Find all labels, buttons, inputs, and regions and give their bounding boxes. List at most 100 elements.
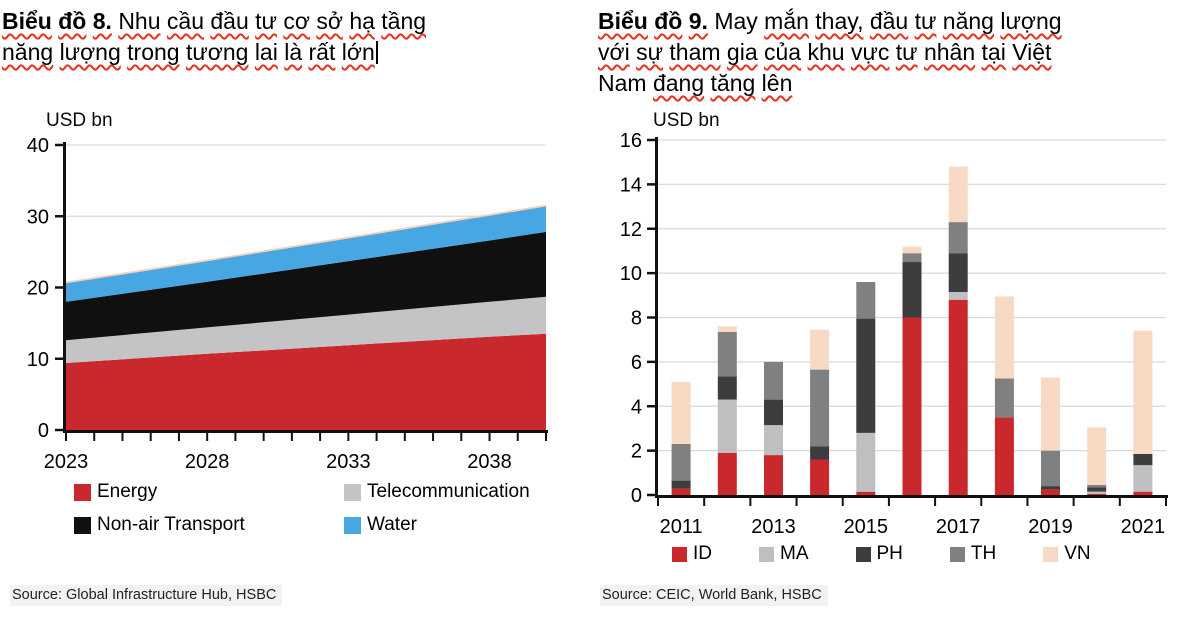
title-word[interactable]: Nhu bbox=[118, 8, 161, 34]
title-word[interactable]: sự bbox=[636, 39, 663, 65]
bar-segment-2012-vn bbox=[717, 326, 737, 332]
title-word[interactable]: cầu bbox=[166, 8, 204, 34]
title-word[interactable]: rất bbox=[308, 39, 336, 65]
title-word[interactable]: sở bbox=[316, 8, 343, 34]
x-tick-label: 2017 bbox=[936, 516, 981, 538]
title-word[interactable]: Việt bbox=[1012, 39, 1052, 65]
title-word[interactable]: cơ bbox=[283, 8, 310, 34]
title-word[interactable]: lượng bbox=[59, 39, 121, 65]
chart8-legend: Energy Telecommunication Non-air Transport… bbox=[74, 481, 554, 536]
title-word[interactable]: hạ bbox=[349, 8, 375, 34]
bar-segment-2017-ma bbox=[948, 292, 968, 300]
title-word[interactable]: nhân bbox=[923, 39, 976, 65]
legend-label: Energy bbox=[97, 481, 158, 502]
bar-segment-2014-ph bbox=[810, 446, 830, 460]
bar-segment-2014-id bbox=[810, 459, 830, 495]
title-line: với sự tham gia của khu vực tư nhân tại … bbox=[598, 37, 1188, 68]
title-word[interactable]: tầng bbox=[381, 8, 427, 34]
legend-item-ph: PH bbox=[855, 543, 903, 565]
title-word[interactable]: trong bbox=[127, 39, 180, 65]
bar-segment-2018-vn bbox=[994, 296, 1014, 379]
title-word[interactable]: khu bbox=[807, 39, 845, 65]
legend-label: Telecommunication bbox=[367, 481, 530, 502]
bar-segment-2018-id bbox=[994, 417, 1014, 495]
bar-segment-2020-id bbox=[1087, 493, 1107, 495]
title-word[interactable]: 9. bbox=[688, 8, 708, 34]
legend-swatch bbox=[672, 546, 687, 562]
legend-swatch bbox=[344, 483, 361, 501]
x-tick-label: 2023 bbox=[44, 451, 89, 473]
chart8-source-note: Source: Global Infrastructure Hub, HSBC bbox=[10, 585, 283, 606]
title-word[interactable]: Nam bbox=[598, 70, 647, 96]
y-tick-label: 14 bbox=[620, 174, 642, 196]
legend-label: Non-air Transport bbox=[97, 514, 245, 535]
x-tick-label: 2021 bbox=[1121, 516, 1166, 538]
x-tick-label: 2011 bbox=[660, 516, 703, 538]
y-tick-label: 8 bbox=[631, 308, 642, 330]
bar-segment-2019-th bbox=[1041, 450, 1060, 487]
bar-segment-2013-ma bbox=[764, 425, 783, 456]
bar-segment-2020-th bbox=[1087, 485, 1107, 488]
legend-item-water: Water bbox=[344, 514, 554, 536]
legend-label: TH bbox=[970, 543, 997, 564]
y-tick-label: 0 bbox=[38, 420, 49, 442]
title-word[interactable]: vực bbox=[850, 39, 890, 65]
title-word[interactable]: tham bbox=[669, 39, 721, 65]
title-word[interactable]: tư bbox=[895, 39, 918, 65]
text-caret bbox=[375, 41, 378, 64]
title-word[interactable]: tư bbox=[914, 8, 937, 34]
bar-segment-2015-ma bbox=[856, 432, 876, 492]
bar-segment-2017-id bbox=[948, 299, 968, 495]
title-word[interactable]: Biểu bbox=[598, 8, 648, 34]
title-word[interactable]: lai bbox=[254, 39, 278, 65]
title-word[interactable]: với bbox=[598, 39, 630, 65]
title-word[interactable]: 8. bbox=[92, 8, 112, 34]
title-word[interactable]: đồ bbox=[58, 8, 87, 34]
title-line: năng lượng trong tương lai là rất lớn bbox=[2, 37, 562, 68]
bar-segment-2015-ph bbox=[856, 318, 876, 433]
title-word[interactable]: tại bbox=[981, 39, 1006, 65]
legend-label: Water bbox=[367, 514, 417, 535]
chart9-legend: ID MA PH TH VN bbox=[672, 543, 1091, 565]
title-word[interactable]: Biểu bbox=[2, 8, 52, 34]
title-word[interactable]: tương bbox=[185, 39, 249, 65]
bar-segment-2013-id bbox=[764, 455, 783, 495]
title-word[interactable]: lên bbox=[761, 70, 793, 96]
area-series-non-air-transport bbox=[66, 231, 546, 341]
y-tick-label: 20 bbox=[27, 278, 49, 300]
title-word[interactable]: mắn bbox=[764, 8, 809, 34]
title-word[interactable]: năng bbox=[942, 8, 994, 34]
title-word[interactable]: gia bbox=[726, 39, 758, 65]
title-word[interactable]: tăng bbox=[710, 70, 756, 96]
bar-segment-2019-ph bbox=[1041, 486, 1060, 490]
legend-swatch bbox=[949, 546, 965, 562]
x-tick-label: 2028 bbox=[185, 451, 230, 473]
bar-segment-2016-vn bbox=[902, 246, 922, 254]
title-line: Biểu đồ 9. May mắn thay, đầu tư năng lượ… bbox=[598, 6, 1188, 37]
title-word[interactable]: tư bbox=[255, 8, 277, 34]
x-tick-label: 2038 bbox=[467, 451, 512, 473]
title-word[interactable]: lượng bbox=[1000, 8, 1062, 34]
bar-segment-2011-id bbox=[671, 488, 691, 495]
legend-swatch bbox=[74, 483, 91, 501]
bar-segment-2017-vn bbox=[948, 166, 968, 223]
title-word[interactable]: lớn bbox=[341, 39, 375, 65]
title-word[interactable]: đầu bbox=[210, 8, 249, 34]
title-word[interactable]: đang bbox=[652, 70, 705, 96]
y-tick-label: 2 bbox=[631, 441, 642, 463]
title-word[interactable]: đầu bbox=[869, 8, 909, 34]
title-word[interactable]: năng bbox=[2, 39, 54, 65]
title-word[interactable]: thay, bbox=[815, 8, 864, 34]
bar-segment-2012-id bbox=[717, 452, 737, 495]
title-word[interactable]: đồ bbox=[654, 8, 683, 34]
x-tick-label: 2019 bbox=[1028, 516, 1073, 538]
title-word[interactable]: May bbox=[714, 8, 758, 34]
legend-item-ma: MA bbox=[759, 543, 809, 565]
title-word[interactable]: của bbox=[764, 39, 802, 65]
title-word[interactable]: là bbox=[284, 39, 303, 65]
x-tick-label: 2013 bbox=[751, 516, 796, 538]
bar-segment-2020-vn bbox=[1087, 427, 1107, 485]
bar-segment-2020-ma bbox=[1087, 491, 1107, 494]
legend-item-non-air-transport: Non-air Transport bbox=[74, 514, 344, 536]
chart9-title: Biểu đồ 9. May mắn thay, đầu tư năng lượ… bbox=[598, 6, 1188, 99]
